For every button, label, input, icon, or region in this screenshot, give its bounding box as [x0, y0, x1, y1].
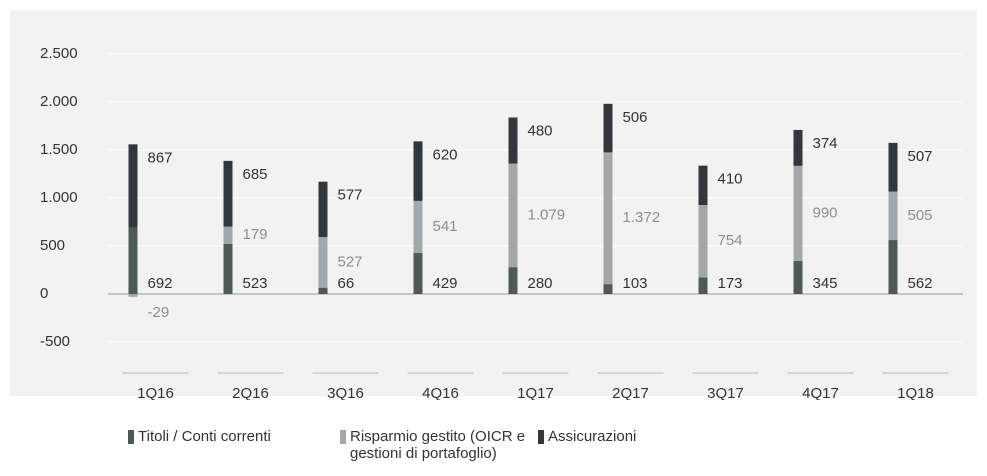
x-tick-label: 4Q16 [422, 385, 459, 400]
data-label: 345 [813, 275, 838, 292]
legend-label: Risparmio gestito (OICR e gestioni di po… [350, 428, 526, 462]
data-label: 1.372 [623, 209, 661, 226]
y-tick-label: 2.500 [40, 45, 78, 62]
data-label: 562 [908, 275, 933, 292]
x-tick-label: 1Q17 [517, 385, 554, 400]
bar-segment [128, 144, 138, 228]
y-tick-label: 0 [40, 285, 48, 302]
chart: -500 0 500 1.000 1.500 2.000 2.500 1Q16 692 -29 86… [10, 10, 977, 400]
data-label: 374 [813, 135, 838, 152]
data-label: 173 [718, 275, 743, 292]
legend-item: Titoli / Conti correnti [128, 428, 340, 462]
bar-segment [698, 277, 708, 294]
legend-swatch [340, 430, 346, 444]
legend-label: Titoli / Conti correnti [138, 428, 271, 445]
x-tick-label: 3Q17 [707, 385, 744, 400]
x-tick-label: 4Q17 [802, 385, 839, 400]
bar-segment [223, 160, 233, 227]
data-label: 867 [148, 149, 173, 166]
bar-segment [603, 152, 613, 285]
legend-item: Assicurazioni [538, 428, 738, 462]
bar-segment [698, 165, 708, 206]
data-label: 754 [718, 232, 743, 249]
bar-segment [698, 205, 708, 278]
data-label: 523 [243, 275, 268, 292]
x-tick-label: 3Q16 [327, 385, 364, 400]
x-tick-label: 2Q17 [612, 385, 649, 400]
x-tick-label: 2Q16 [232, 385, 269, 400]
y-tick-label: 1.000 [40, 189, 78, 206]
bar-segment [223, 226, 233, 244]
data-label: 429 [433, 275, 458, 292]
bar-segment [888, 240, 898, 294]
bar-segment [318, 181, 328, 238]
data-label: 990 [813, 204, 838, 221]
bar-segment [128, 294, 138, 297]
legend-swatch [538, 430, 544, 444]
y-tick-label: -500 [40, 333, 70, 350]
legend-label: Assicurazioni [548, 428, 637, 445]
bar-segment [508, 117, 518, 164]
data-label: 179 [243, 226, 268, 243]
bar-segment [413, 252, 423, 294]
legend: Titoli / Conti correnti Risparmio gestito… [128, 428, 738, 462]
data-label: 577 [338, 187, 363, 204]
bar-segment [508, 267, 518, 294]
legend-item: Risparmio gestito (OICR e gestioni di po… [340, 428, 538, 462]
data-label: 620 [433, 146, 458, 163]
y-tick-label: 2.000 [40, 93, 78, 110]
legend-swatch [128, 430, 134, 444]
data-label: 480 [528, 122, 553, 139]
data-label: -29 [148, 304, 170, 321]
bar-segment [413, 200, 423, 253]
bar-segment [318, 287, 328, 294]
bar-segment [603, 103, 613, 153]
plot-background [10, 10, 977, 396]
y-tick-label: 500 [40, 237, 65, 254]
bar-segment [793, 260, 803, 294]
data-label: 66 [338, 275, 355, 292]
data-label: 410 [718, 171, 743, 188]
data-label: 527 [338, 253, 363, 270]
data-label: 541 [433, 218, 458, 235]
bar-segment [888, 142, 898, 192]
data-label: 506 [623, 109, 648, 126]
y-tick-label: 1.500 [40, 141, 78, 158]
bar-segment [793, 129, 803, 166]
bar-segment [603, 284, 613, 294]
bar-segment [508, 163, 518, 268]
x-tick-label: 1Q16 [137, 385, 174, 400]
data-label: 280 [528, 275, 553, 292]
bar-segment [128, 227, 138, 294]
bar-segment [888, 191, 898, 241]
bar-segment [413, 141, 423, 201]
bar-segment [318, 237, 328, 288]
data-label: 505 [908, 207, 933, 224]
x-tick-label: 1Q18 [897, 385, 934, 400]
data-label: 1.079 [528, 206, 566, 223]
data-label: 685 [243, 166, 268, 183]
data-label: 692 [148, 275, 173, 292]
data-label: 103 [623, 275, 648, 292]
data-label: 507 [908, 148, 933, 165]
bar-segment [223, 243, 233, 294]
bar-segment [793, 165, 803, 261]
